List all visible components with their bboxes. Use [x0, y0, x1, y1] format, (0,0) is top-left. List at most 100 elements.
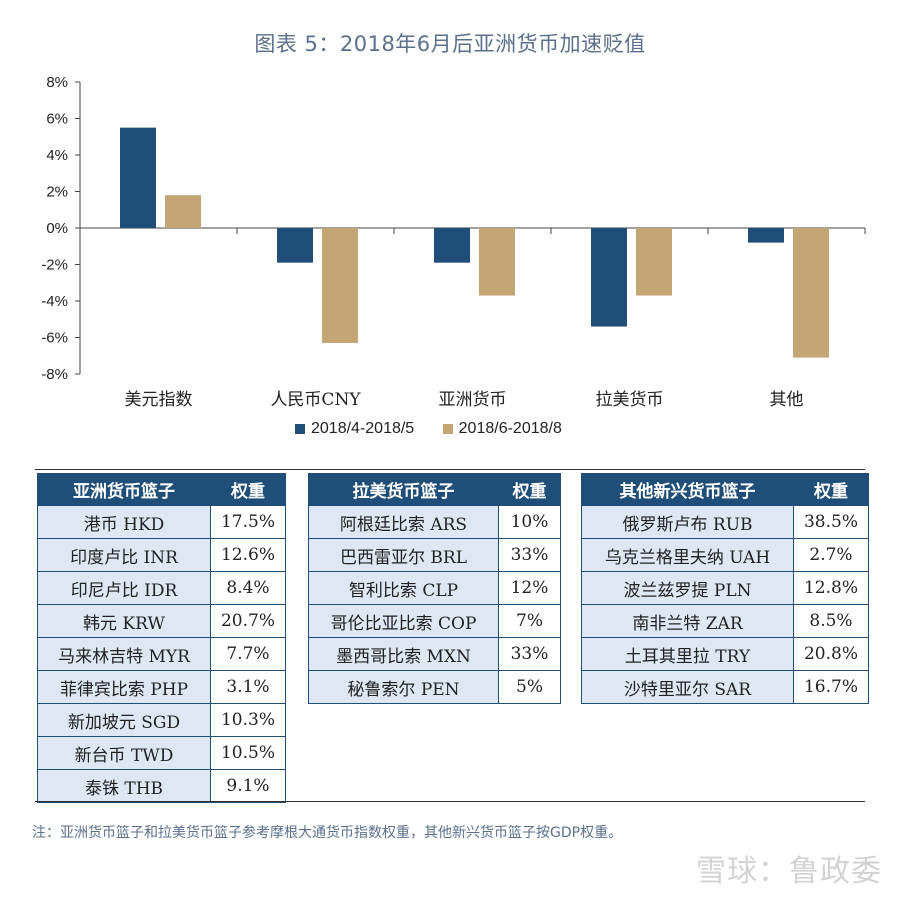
bar-series-2-5	[793, 228, 829, 358]
x-category-label: 其他	[770, 390, 804, 410]
table-row: 墨西哥比索 MXN 33%	[308, 637, 561, 671]
currency-name-cell: 港币 HKD	[37, 505, 211, 539]
weight-cell: 20.8%	[793, 637, 869, 671]
footnote: 注：亚洲货币篮子和拉美货币篮子参考摩根大通货币指数权重，其他新兴货币篮子按GDP…	[32, 825, 623, 841]
header-basket: 其他新兴货币篮子	[581, 473, 794, 506]
bar-series-2-1	[165, 195, 201, 228]
weight-cell: 10.5%	[210, 736, 286, 770]
weight-cell: 33%	[498, 637, 561, 671]
table-header-row: 拉美货币篮子 权重	[308, 473, 561, 506]
bar-series-1-5	[748, 228, 784, 243]
currency-name-cell: 俄罗斯卢布 RUB	[581, 505, 794, 539]
currency-name-cell: 墨西哥比索 MXN	[308, 637, 499, 671]
table-row: 沙特里亚尔 SAR 16.7%	[581, 670, 869, 704]
table-row: 阿根廷比索 ARS 10%	[308, 505, 561, 539]
y-tick-label: 6%	[46, 111, 68, 128]
header-weight: 权重	[793, 473, 869, 506]
y-tick-label: -8%	[41, 366, 68, 383]
bar-series-2-3	[479, 228, 515, 296]
header-basket: 亚洲货币篮子	[37, 473, 211, 506]
currency-name-cell: 哥伦比亚比索 COP	[308, 604, 499, 638]
table-row: 印尼卢比 IDR 8.4%	[37, 571, 286, 605]
weight-cell: 33%	[498, 538, 561, 572]
table-row: 智利比索 CLP 12%	[308, 571, 561, 605]
currency-name-cell: 秘鲁索尔 PEN	[308, 670, 499, 704]
legend-label-1: 2018/4-2018/5	[311, 420, 415, 437]
currency-name-cell: 巴西雷亚尔 BRL	[308, 538, 499, 572]
y-tick-label: -4%	[41, 293, 68, 310]
y-tick-label: 0%	[46, 220, 68, 237]
x-category-label: 人民币CNY	[270, 390, 361, 410]
weight-cell: 5%	[498, 670, 561, 704]
weight-cell: 12.6%	[210, 538, 286, 572]
table-header-row: 其他新兴货币篮子 权重	[581, 473, 869, 506]
weight-cell: 10%	[498, 505, 561, 539]
weight-cell: 7.7%	[210, 637, 286, 671]
table-row: 土耳其里拉 TRY 20.8%	[581, 637, 869, 671]
table-row: 新加坡元 SGD 10.3%	[37, 703, 286, 737]
chart-legend: 2018/4-2018/5 2018/6-2018/8	[295, 420, 586, 439]
weight-cell: 38.5%	[793, 505, 869, 539]
weight-cell: 17.5%	[210, 505, 286, 539]
legend-swatch-2	[442, 424, 453, 434]
weight-cell: 7%	[498, 604, 561, 638]
weight-cell: 12.8%	[793, 571, 869, 605]
weight-cell: 16.7%	[793, 670, 869, 704]
legend-swatch-1	[295, 424, 305, 434]
weight-cell: 9.1%	[210, 769, 286, 803]
watermark: 雪球：鲁政委	[696, 854, 882, 889]
weight-cell: 8.4%	[210, 571, 286, 605]
table-row: 韩元 KRW 20.7%	[37, 604, 286, 638]
y-tick-label: -6%	[41, 330, 68, 347]
bar-series-2-2	[322, 228, 358, 343]
x-category-label: 拉美货币	[596, 390, 664, 410]
currency-name-cell: 阿根廷比索 ARS	[308, 505, 499, 539]
header-weight: 权重	[210, 473, 286, 506]
table-header-row: 亚洲货币篮子 权重	[37, 473, 286, 506]
other-em-basket-table: 其他新兴货币篮子 权重 俄罗斯卢布 RUB 38.5% 乌克兰格里夫纳 UAH 2.7% 波…	[581, 473, 869, 704]
currency-name-cell: 泰铢 THB	[37, 769, 211, 803]
table-row: 波兰兹罗提 PLN 12.8%	[581, 571, 869, 605]
table-row: 哥伦比亚比索 COP 7%	[308, 604, 561, 638]
currency-name-cell: 韩元 KRW	[37, 604, 211, 638]
table-row: 新台币 TWD 10.5%	[37, 736, 286, 770]
currency-name-cell: 印尼卢比 IDR	[37, 571, 211, 605]
legend-label-2: 2018/6-2018/8	[458, 420, 562, 437]
weight-cell: 3.1%	[210, 670, 286, 704]
table-row: 印度卢比 INR 12.6%	[37, 538, 286, 572]
y-tick-label: 2%	[46, 184, 68, 201]
currency-name-cell: 波兰兹罗提 PLN	[581, 571, 794, 605]
currency-name-cell: 南非兰特 ZAR	[581, 604, 794, 638]
currency-name-cell: 马来林吉特 MYR	[37, 637, 211, 671]
table-row: 俄罗斯卢布 RUB 38.5%	[581, 505, 869, 539]
header-weight: 权重	[498, 473, 561, 506]
bar-series-2-4	[636, 228, 672, 296]
weight-cell: 8.5%	[793, 604, 869, 638]
currency-name-cell: 智利比索 CLP	[308, 571, 499, 605]
bar-series-1-2	[277, 228, 313, 263]
weight-cell: 12%	[498, 571, 561, 605]
bottom-divider	[35, 801, 865, 802]
currency-name-cell: 印度卢比 INR	[37, 538, 211, 572]
currency-name-cell: 菲律宾比索 PHP	[37, 670, 211, 704]
y-tick-label: 4%	[46, 147, 68, 164]
legend-item-series-2: 2018/6-2018/8	[442, 420, 562, 438]
chart-title: 图表 5：2018年6月后亚洲货币加速贬值	[254, 32, 646, 56]
weight-cell: 10.3%	[210, 703, 286, 737]
currency-name-cell: 土耳其里拉 TRY	[581, 637, 794, 671]
table-row: 马来林吉特 MYR 7.7%	[37, 637, 286, 671]
table-row: 乌克兰格里夫纳 UAH 2.7%	[581, 538, 869, 572]
currency-name-cell: 乌克兰格里夫纳 UAH	[581, 538, 794, 572]
x-category-label: 美元指数	[125, 390, 193, 410]
top-divider	[35, 469, 865, 470]
table-row: 南非兰特 ZAR 8.5%	[581, 604, 869, 638]
header-basket: 拉美货币篮子	[308, 473, 499, 506]
x-category-label: 亚洲货币	[439, 390, 507, 410]
table-row: 港币 HKD 17.5%	[37, 505, 286, 539]
weight-cell: 2.7%	[793, 538, 869, 572]
currency-name-cell: 沙特里亚尔 SAR	[581, 670, 794, 704]
legend-item-series-1: 2018/4-2018/5	[295, 420, 414, 438]
currency-name-cell: 新台币 TWD	[37, 736, 211, 770]
currency-name-cell: 新加坡元 SGD	[37, 703, 211, 737]
bar-series-1-3	[434, 228, 470, 263]
